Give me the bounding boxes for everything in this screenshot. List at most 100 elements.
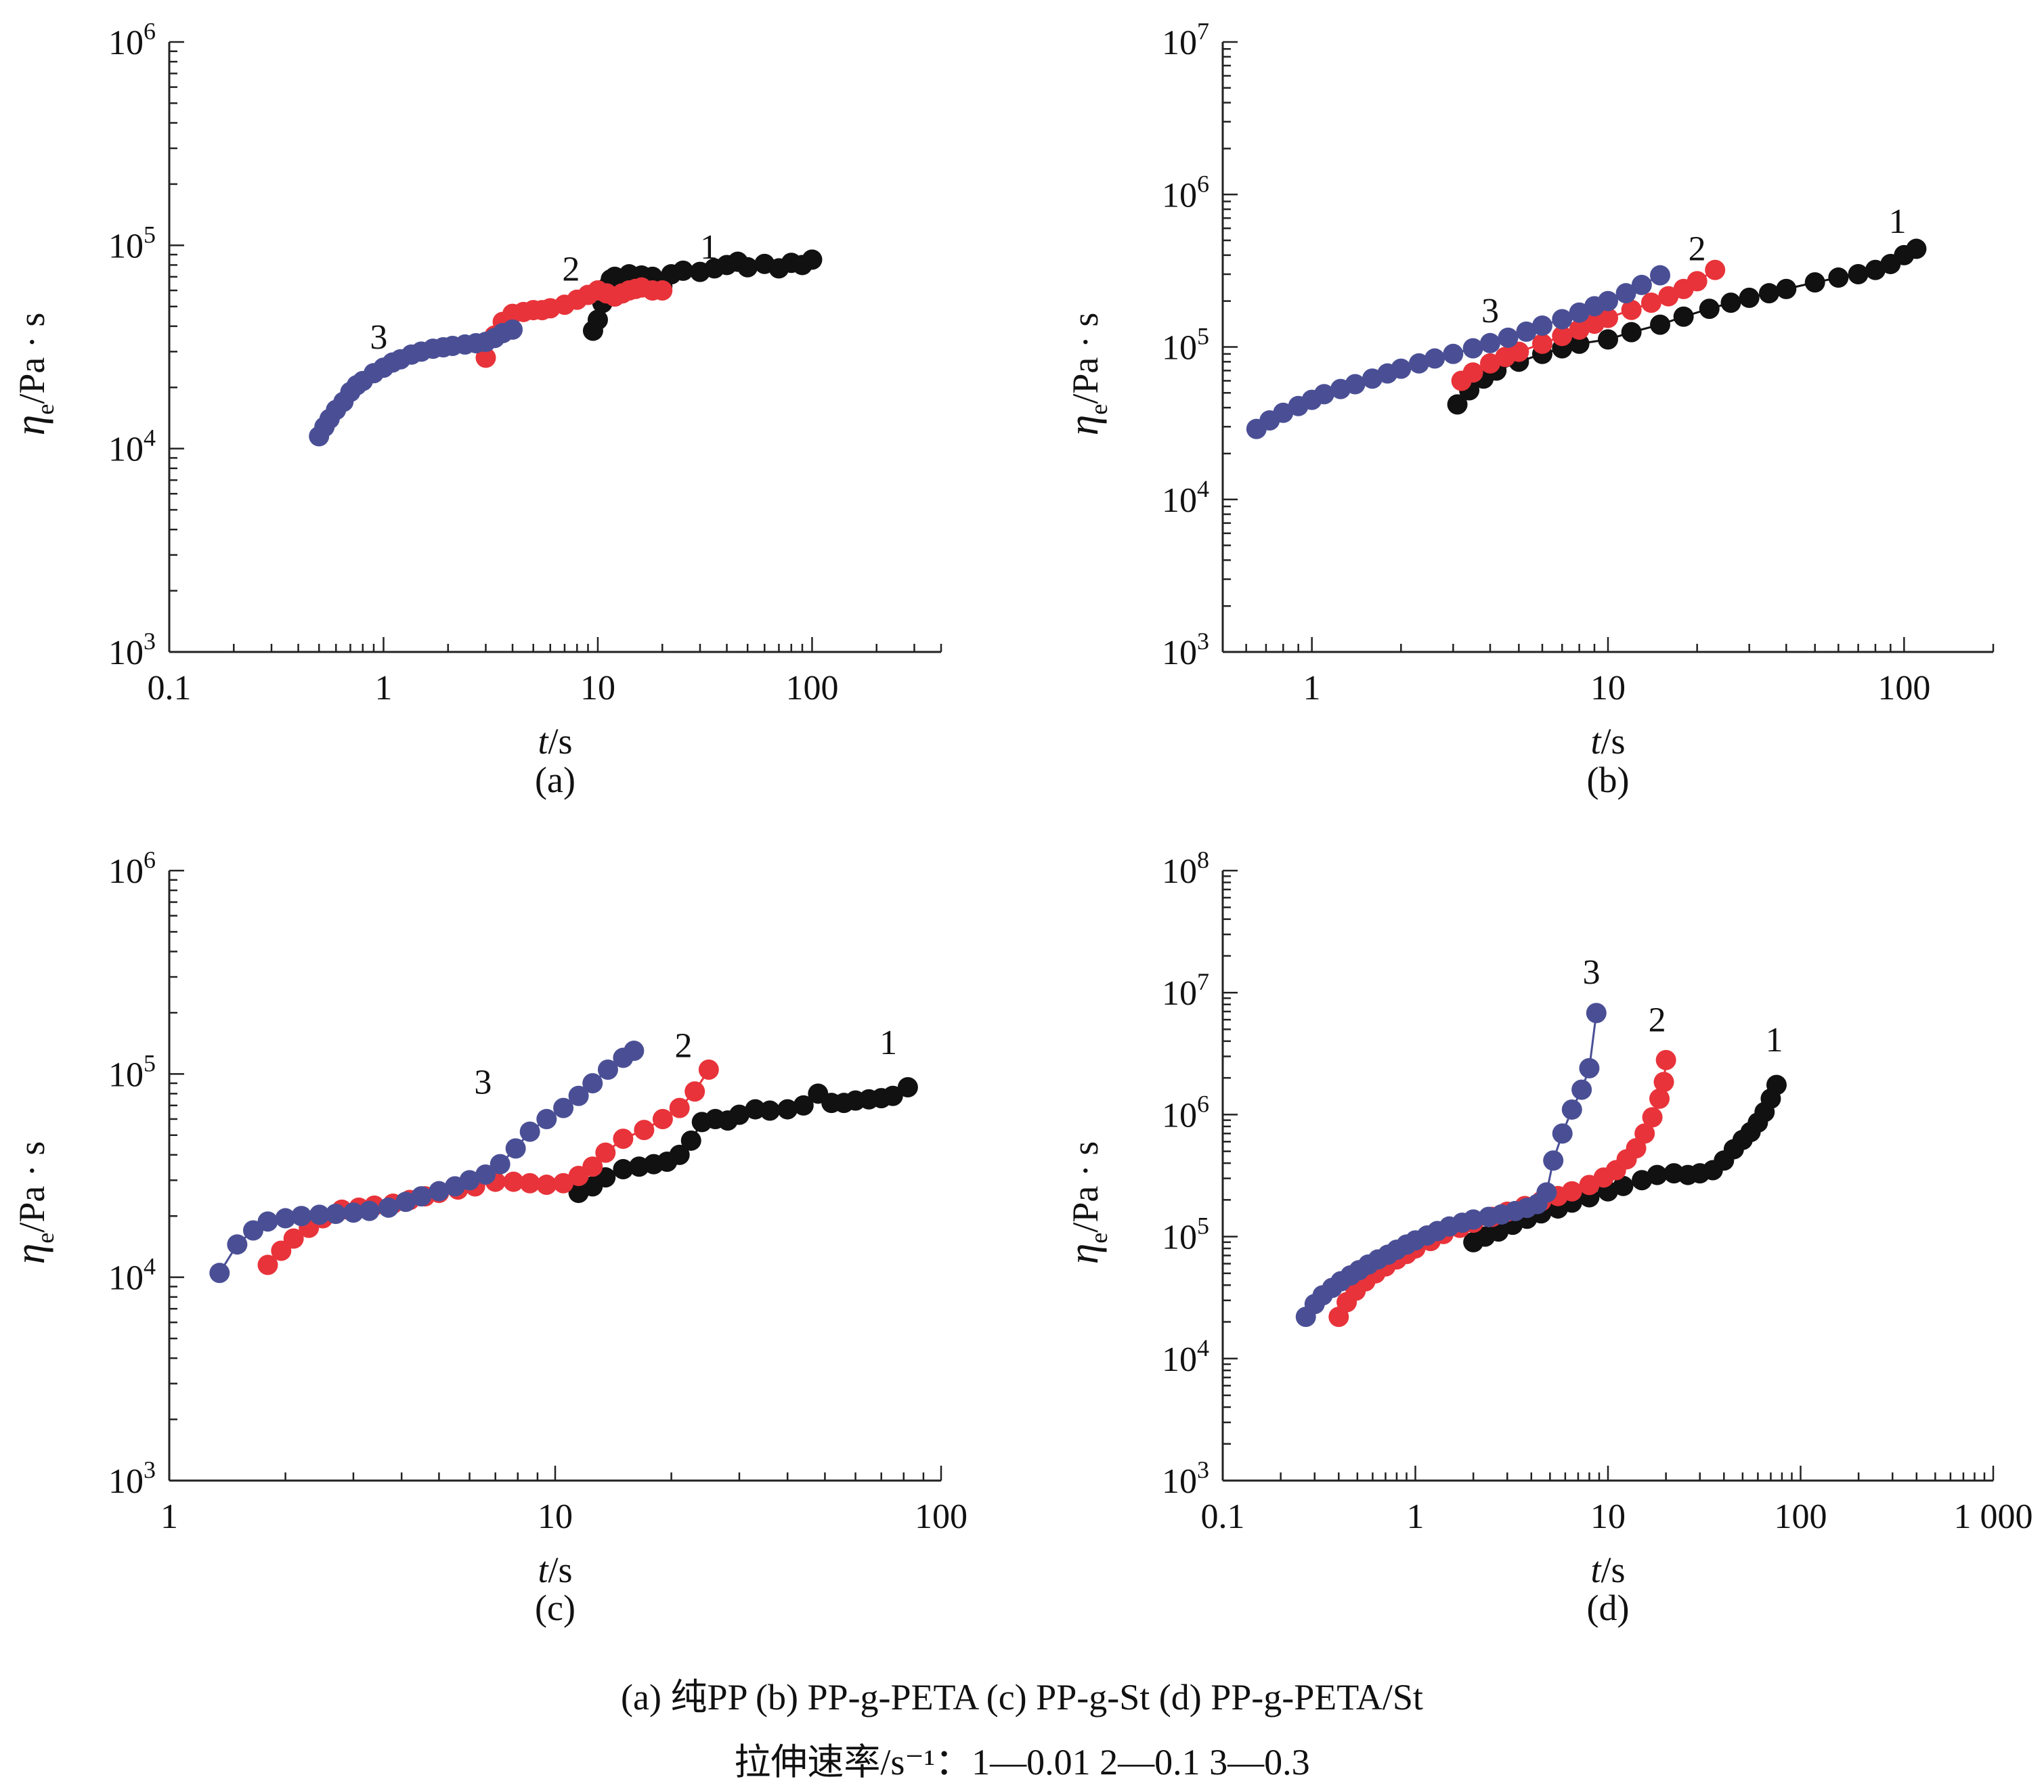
data-point: [343, 1202, 364, 1223]
data-point: [1561, 1181, 1582, 1202]
data-point: [1425, 348, 1445, 369]
series-label: 2: [1649, 1001, 1666, 1040]
x-axis-label: t/s: [538, 721, 572, 762]
data-point: [587, 309, 608, 330]
data-point: [595, 1142, 616, 1163]
y-tick-label: 104: [1162, 475, 1209, 520]
data-point: [1848, 264, 1869, 285]
data-point: [777, 1099, 798, 1120]
data-point: [1531, 315, 1552, 336]
series-label: 2: [1689, 230, 1706, 269]
data-point: [1739, 287, 1760, 308]
series-1: [1447, 238, 1927, 415]
data-point: [1463, 1209, 1484, 1230]
data-point: [698, 1059, 719, 1080]
data-point: [1579, 1057, 1600, 1078]
data-point: [1443, 343, 1464, 364]
y-tick-label: 105: [108, 1049, 156, 1094]
series-line: [219, 1049, 635, 1274]
data-point: [1626, 1138, 1647, 1159]
data-point: [897, 1077, 918, 1098]
data-point: [1408, 353, 1429, 374]
y-tick-label: 103: [108, 628, 156, 672]
panel-label: (b): [1587, 760, 1630, 800]
data-point: [613, 1159, 634, 1180]
data-point: [1615, 283, 1636, 304]
y-tick-label: 104: [108, 1253, 156, 1298]
data-point: [1632, 1170, 1653, 1191]
series-1: [568, 1077, 918, 1204]
y-tick-label: 104: [1162, 1334, 1209, 1379]
y-axis-label: ηe/Pa · s: [7, 313, 59, 436]
data-point: [680, 1130, 701, 1151]
data-point: [1552, 1123, 1573, 1144]
data-point: [624, 1041, 645, 1062]
chart-panel: 1 10 100 103 104 105 106 t/s ηe/Pa · s (c) 1 2 3: [7, 846, 967, 1628]
y-axis-label: ηe/Pa · s: [1061, 313, 1112, 436]
series-label: 3: [370, 318, 387, 357]
y-tick-label: 106: [1162, 1090, 1209, 1135]
data-point: [475, 347, 496, 368]
chart-panel: 0.1 1 10 100 103 104 105 106 t/s ηe/Pa · s (a) 1 2 3: [7, 18, 942, 800]
y-axis-label: ηe/Pa · s: [7, 1141, 59, 1265]
data-point: [490, 1154, 510, 1175]
x-axis-label: t/s: [1590, 721, 1625, 762]
panel-label: (a): [535, 760, 575, 800]
data-point: [1345, 374, 1366, 395]
data-point: [1479, 332, 1500, 353]
data-point: [1720, 292, 1741, 313]
series-2: [475, 277, 673, 368]
data-point: [1531, 333, 1552, 354]
data-point: [359, 1200, 380, 1221]
x-tick-label: 1: [160, 1498, 178, 1536]
data-point: [1649, 1088, 1670, 1109]
data-point: [502, 319, 523, 340]
data-point: [519, 1121, 540, 1142]
x-tick-label: 10: [1590, 669, 1626, 707]
x-tick-label: 10: [580, 669, 615, 707]
series-3: [309, 319, 523, 447]
y-tick-label: 106: [108, 18, 156, 62]
data-point: [475, 1164, 496, 1185]
x-axis-label: t/s: [538, 1550, 572, 1590]
data-point: [634, 1120, 655, 1141]
data-point: [568, 1085, 589, 1106]
data-point: [1598, 290, 1618, 311]
y-tick-label: 105: [108, 221, 156, 265]
data-point: [1650, 314, 1671, 335]
data-point: [582, 1073, 603, 1094]
data-point: [672, 260, 693, 281]
stretch-rate-caption: 拉伸速率/s⁻¹：1—0.01 2—0.1 3—0.3: [734, 1742, 1310, 1783]
data-point: [1705, 259, 1726, 280]
x-tick-label: 100: [915, 1498, 967, 1536]
data-point: [325, 1204, 346, 1225]
y-tick-label: 105: [1162, 323, 1209, 368]
x-tick-label: 0.1: [148, 669, 192, 707]
data-point: [1571, 1079, 1592, 1100]
data-point: [378, 1197, 399, 1218]
data-point: [652, 280, 673, 301]
data-point: [503, 1171, 524, 1192]
data-point: [1498, 327, 1519, 348]
data-point: [1640, 292, 1661, 313]
data-point: [745, 1099, 766, 1120]
data-point: [1687, 271, 1708, 292]
data-point: [1561, 1099, 1582, 1120]
series-3: [1295, 1003, 1607, 1328]
data-point: [242, 1220, 263, 1241]
data-point: [1776, 278, 1797, 299]
x-axis-label: t/s: [1590, 1550, 1625, 1590]
data-point: [1598, 307, 1618, 328]
data-point: [429, 1181, 450, 1202]
x-tick-label: 100: [1877, 669, 1930, 707]
x-tick-label: 1: [1407, 1498, 1425, 1536]
data-point: [1613, 1175, 1634, 1196]
x-tick-label: 10: [538, 1498, 573, 1536]
series-label: 1: [700, 228, 718, 267]
data-point: [291, 1206, 312, 1227]
series-3: [209, 1041, 645, 1284]
data-point: [597, 1059, 618, 1080]
series-label: 3: [1582, 953, 1600, 992]
y-tick-label: 103: [1162, 1456, 1209, 1501]
data-point: [411, 1186, 432, 1207]
